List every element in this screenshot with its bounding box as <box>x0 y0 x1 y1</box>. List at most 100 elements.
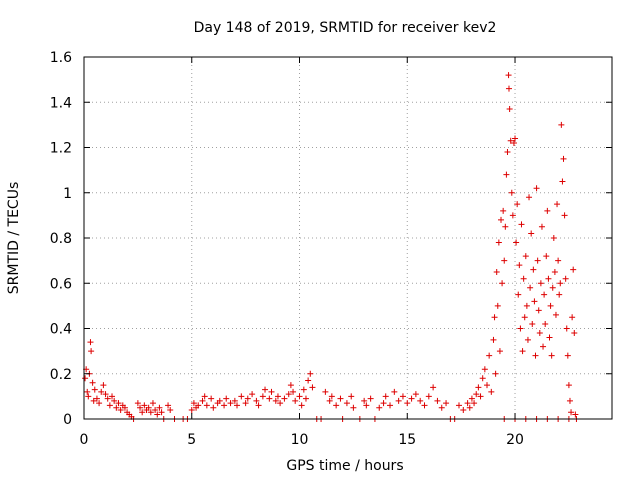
data-point <box>234 402 241 409</box>
data-point <box>134 400 141 407</box>
data-point <box>249 391 256 398</box>
data-point <box>510 139 517 146</box>
x-tick-label: 5 <box>187 432 196 448</box>
data-point <box>562 275 569 282</box>
data-point <box>167 406 174 413</box>
data-point <box>145 404 152 411</box>
data-point <box>190 400 197 407</box>
data-point <box>382 393 389 400</box>
y-tick-label: 0.4 <box>50 322 72 338</box>
data-point <box>141 402 148 409</box>
data-point <box>296 393 303 400</box>
data-point <box>156 404 163 411</box>
data-point <box>326 397 333 404</box>
data-point <box>113 404 120 411</box>
data-point <box>277 400 284 407</box>
data-point <box>425 393 432 400</box>
data-point <box>376 404 383 411</box>
data-point <box>533 185 540 192</box>
data-point <box>417 397 424 404</box>
data-point <box>537 280 544 287</box>
data-point <box>534 257 541 264</box>
data-point <box>558 121 565 128</box>
y-tick-label: 0 <box>63 412 72 428</box>
data-point <box>520 275 527 282</box>
data-point <box>519 348 526 355</box>
data-point <box>292 397 299 404</box>
data-point <box>561 212 568 219</box>
data-point <box>137 404 144 411</box>
data-point <box>557 280 564 287</box>
data-point <box>259 393 266 400</box>
data-point <box>139 409 146 416</box>
data-point <box>529 320 536 327</box>
data-point <box>491 314 498 321</box>
data-point <box>554 201 561 208</box>
data-point <box>443 400 450 407</box>
data-point <box>538 223 545 230</box>
data-point <box>550 235 557 241</box>
data-point <box>210 404 217 411</box>
data-point <box>302 395 309 402</box>
data-point <box>504 149 511 156</box>
data-point <box>255 402 262 409</box>
data-point <box>195 402 202 409</box>
data-point <box>412 391 419 398</box>
data-point <box>486 352 493 359</box>
data-point <box>380 400 387 407</box>
data-point <box>111 397 118 404</box>
data-point <box>262 386 269 393</box>
y-axis-label: SRMTID / TECUs <box>6 182 22 295</box>
data-point <box>242 400 249 407</box>
data-point <box>560 155 567 162</box>
data-point <box>548 352 555 359</box>
data-point <box>555 257 562 264</box>
data-point <box>391 388 398 395</box>
chart-title: Day 148 of 2019, SRMTID for receiver kev… <box>194 20 497 36</box>
data-point <box>149 400 156 407</box>
data-point <box>568 409 575 416</box>
grid-lines <box>84 57 612 419</box>
data-point <box>507 137 514 144</box>
data-point <box>544 207 551 214</box>
data-point <box>499 280 506 287</box>
data-point <box>527 284 534 291</box>
data-point <box>556 291 563 298</box>
x-axis-label: GPS time / hours <box>286 458 403 474</box>
data-point <box>498 216 505 223</box>
data-point <box>165 402 172 409</box>
y-tick-label: 0.6 <box>50 276 72 292</box>
y-tick-label: 1.4 <box>50 95 72 111</box>
y-tick-label: 0.8 <box>50 231 72 247</box>
data-point <box>518 221 525 228</box>
data-point <box>367 395 374 402</box>
data-point <box>328 393 335 400</box>
y-tick-label: 1.2 <box>50 141 72 157</box>
data-point <box>570 266 577 273</box>
data-point <box>281 395 288 402</box>
data-point <box>509 212 516 219</box>
data-point <box>274 393 281 400</box>
data-point <box>109 393 116 400</box>
data-point <box>496 348 503 355</box>
data-point <box>523 302 530 309</box>
data-point <box>158 409 165 416</box>
data-point <box>231 397 238 404</box>
data-point <box>93 395 100 402</box>
data-point <box>540 343 547 350</box>
y-tick-label: 1 <box>63 186 72 202</box>
data-point <box>492 370 499 377</box>
data-point <box>152 406 159 413</box>
data-point <box>569 314 576 321</box>
data-point <box>532 352 539 359</box>
data-point <box>121 404 128 411</box>
data-point <box>227 400 234 407</box>
data-point <box>500 207 507 214</box>
data-point <box>91 386 98 393</box>
data-point <box>363 402 370 409</box>
data-point <box>298 402 305 409</box>
data-point <box>244 395 251 402</box>
data-point <box>216 397 223 404</box>
data-point <box>104 395 111 402</box>
data-point <box>348 393 355 400</box>
